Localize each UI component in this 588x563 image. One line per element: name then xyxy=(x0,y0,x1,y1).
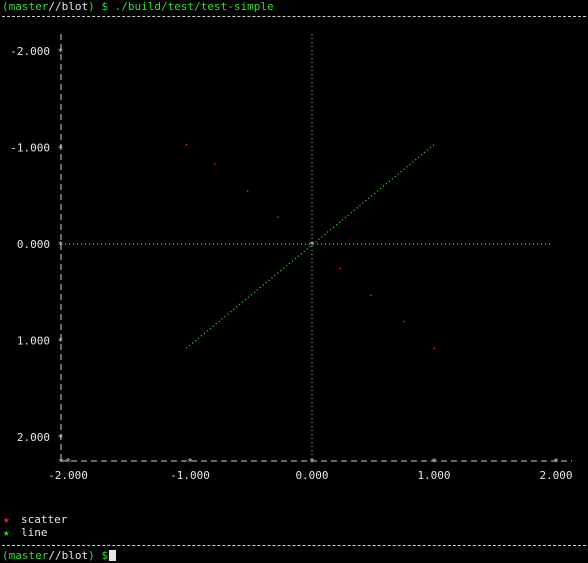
y-tick-mark: * xyxy=(57,240,63,251)
y-tick-label: 0.000 xyxy=(17,238,50,251)
x-tick-mark: * xyxy=(431,457,437,468)
legend-entry-scatter: ★ scatter xyxy=(3,514,67,526)
scatter-point xyxy=(213,163,216,165)
x-tick-label: 0.000 xyxy=(295,469,328,482)
command-text: ./build/test/test-simple xyxy=(114,0,274,13)
terminal-prompt-line: (master//blot) $ xyxy=(2,549,116,562)
y-tick-mark: * xyxy=(57,47,63,58)
legend-star-icon: ★ xyxy=(3,513,10,526)
scatter-point xyxy=(370,294,372,297)
x-tick-mark: * xyxy=(187,457,193,468)
scatter-point xyxy=(277,216,279,218)
legend-star-icon: ★ xyxy=(3,526,10,539)
terminal-cursor[interactable] xyxy=(109,550,116,561)
y-tick-label: -1.000 xyxy=(10,142,50,155)
dashed-separator-top xyxy=(2,16,586,17)
scatter-point xyxy=(403,320,405,323)
prompt-branch: master xyxy=(8,549,49,562)
x-tick-mark: * xyxy=(65,457,71,468)
x-tick-label: 2.000 xyxy=(539,469,572,482)
y-tick-mark: * xyxy=(57,144,63,155)
y-tick-label: 2.000 xyxy=(17,431,50,444)
x-tick-mark: * xyxy=(553,457,559,468)
legend-entry-line: ★ line xyxy=(3,527,48,539)
prompt-dollar: $ xyxy=(101,0,108,13)
prompt-close-paren: ) xyxy=(88,549,95,562)
y-tick-label: -2.000 xyxy=(10,45,50,58)
scatter-point xyxy=(433,347,435,350)
scatter-point xyxy=(185,144,188,146)
axis-corner-mark: * xyxy=(58,457,64,468)
x-tick-label: -1.000 xyxy=(170,469,210,482)
ascii-plot: *-2.000*-1.000*0.000*1.000*2.000*-2.000*… xyxy=(10,34,573,482)
legend-label: line xyxy=(21,526,48,539)
y-tick-label: 1.000 xyxy=(17,335,50,348)
x-tick-label: -2.000 xyxy=(48,469,88,482)
x-tick-mark: * xyxy=(309,457,315,468)
dashed-separator-bottom xyxy=(2,545,586,546)
scatter-point xyxy=(339,267,342,270)
y-tick-mark: * xyxy=(57,433,63,444)
legend-label: scatter xyxy=(21,513,68,526)
prompt-open-paren: ( xyxy=(2,549,9,562)
prompt-path: //blot xyxy=(48,549,89,562)
line-series-segment xyxy=(185,144,435,349)
prompt-dollar: $ xyxy=(101,549,108,562)
prompt-close-paren: ) xyxy=(88,0,95,13)
prompt-branch: master xyxy=(8,0,49,13)
y-tick-mark: * xyxy=(57,337,63,348)
x-tick-label: 1.000 xyxy=(417,469,450,482)
prompt-path: //blot xyxy=(48,0,89,13)
origin-mark: * xyxy=(309,240,315,251)
scatter-point xyxy=(246,190,249,192)
terminal-command-line: (master//blot) $ ./build/test/test-simpl… xyxy=(2,0,274,13)
prompt-open-paren: ( xyxy=(2,0,9,13)
